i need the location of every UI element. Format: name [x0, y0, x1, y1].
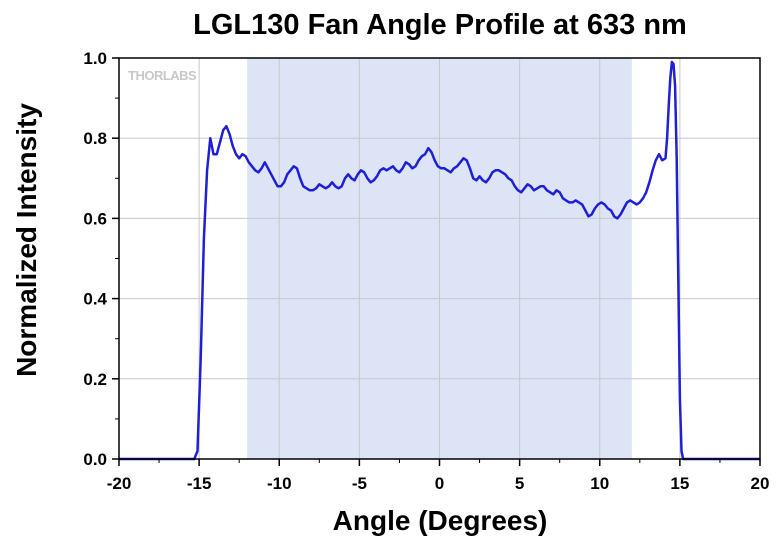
x-tick-label: 5: [515, 474, 524, 493]
y-axis-ticks: 0.0 0.2 0.4 0.6 0.8 1.0: [83, 49, 119, 469]
y-tick-label: 1.0: [83, 49, 107, 68]
x-tick-label: -20: [107, 474, 132, 493]
x-tick-label: 10: [590, 474, 609, 493]
x-tick-label: 0: [435, 474, 444, 493]
x-tick-label: 20: [751, 474, 770, 493]
x-tick-label: -15: [187, 474, 212, 493]
x-axis-label: Angle (Degrees): [333, 505, 548, 536]
x-tick-label: -10: [267, 474, 292, 493]
y-axis-label: Normalized Intensity: [11, 103, 42, 377]
x-axis-ticks: -20 -15 -10 -5 0 5 10 15 20: [107, 459, 770, 493]
y-tick-label: 0.8: [83, 129, 107, 148]
watermark-logo: THORLABS: [128, 68, 197, 83]
series-line: [119, 60, 760, 461]
chart-title: LGL130 Fan Angle Profile at 633 nm: [193, 9, 687, 41]
y-tick-label: 0.0: [83, 450, 107, 469]
x-tick-label: 15: [670, 474, 689, 493]
y-tick-label: 0.2: [83, 370, 107, 389]
y-tick-label: 0.6: [83, 209, 107, 228]
x-tick-label: -5: [352, 474, 367, 493]
plot-area: THORLABS: [118, 57, 761, 461]
y-tick-label: 0.4: [83, 290, 107, 309]
